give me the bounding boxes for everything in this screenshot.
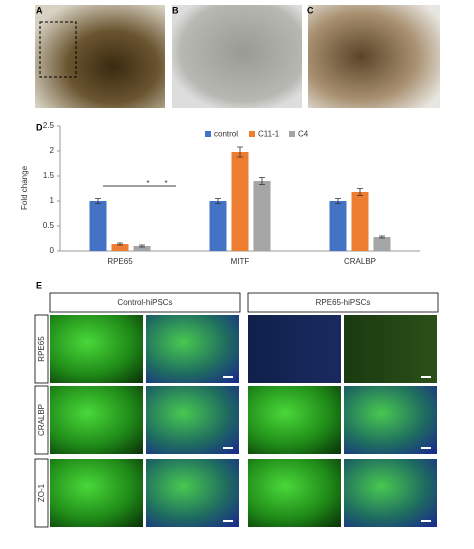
bar xyxy=(133,246,151,251)
error-bar xyxy=(215,198,221,204)
error-bar xyxy=(139,244,145,248)
legend-swatch xyxy=(205,131,211,137)
y-tick-label: 0 xyxy=(50,246,55,255)
row-header-box xyxy=(34,385,49,455)
micrograph xyxy=(248,386,341,454)
panel-label: C xyxy=(307,5,314,15)
photo-a xyxy=(35,5,165,108)
y-tick-label: 2.5 xyxy=(43,121,55,130)
micrograph xyxy=(248,315,341,383)
annotation: * xyxy=(146,179,149,188)
inset-box xyxy=(39,21,77,78)
x-tick-label: CRALBP xyxy=(344,257,376,266)
error-bar xyxy=(379,235,385,239)
legend-label: C4 xyxy=(298,130,309,139)
micrograph xyxy=(146,386,239,454)
bar xyxy=(231,152,249,251)
error-bar xyxy=(117,242,123,246)
micrograph xyxy=(50,315,143,383)
error-bar xyxy=(237,146,243,158)
y-tick-label: 0.5 xyxy=(43,221,55,230)
y-axis-label: Fold change xyxy=(20,165,29,210)
micrograph xyxy=(248,459,341,527)
column-header-box xyxy=(49,292,241,313)
photo-b xyxy=(172,5,302,108)
row-header: RPE65 xyxy=(37,336,46,362)
error-bar xyxy=(259,177,265,185)
photo-c xyxy=(308,5,440,108)
y-tick-label: 1.5 xyxy=(43,171,55,180)
error-bar xyxy=(357,188,363,196)
legend-swatch xyxy=(289,131,295,137)
bar xyxy=(373,237,391,251)
x-tick-label: MITF xyxy=(231,257,250,266)
panel-label: A xyxy=(36,5,43,15)
legend-label: control xyxy=(214,130,238,139)
legend-swatch xyxy=(249,131,255,137)
column-header: RPE65-hiPSCs xyxy=(316,298,371,307)
micrograph xyxy=(50,459,143,527)
micrograph xyxy=(146,315,239,383)
bar xyxy=(351,192,369,251)
bar xyxy=(329,201,347,251)
row-header: ZO-1 xyxy=(37,483,46,502)
column-header-box xyxy=(247,292,439,313)
y-tick-label: 2 xyxy=(50,146,55,155)
row-header-box xyxy=(34,314,49,384)
column-header: Control-hiPSCs xyxy=(117,298,172,307)
micrograph xyxy=(344,315,437,383)
error-bar xyxy=(335,198,341,204)
bar xyxy=(111,244,129,251)
row-header-box xyxy=(34,458,49,528)
x-tick-label: RPE65 xyxy=(107,257,133,266)
micrograph xyxy=(344,459,437,527)
micrograph xyxy=(50,386,143,454)
annotation: * xyxy=(164,179,167,188)
bar xyxy=(89,201,107,251)
micrograph xyxy=(344,386,437,454)
bar xyxy=(209,201,227,251)
panel-label: B xyxy=(172,5,179,15)
bar xyxy=(253,181,271,251)
row-header: CRALBP xyxy=(37,404,46,436)
micrograph xyxy=(146,459,239,527)
error-bar xyxy=(95,198,101,204)
panel-label: E xyxy=(36,280,42,290)
y-tick-label: 1 xyxy=(50,196,55,205)
legend-label: C11-1 xyxy=(258,130,280,139)
panel-label: D xyxy=(36,122,43,132)
